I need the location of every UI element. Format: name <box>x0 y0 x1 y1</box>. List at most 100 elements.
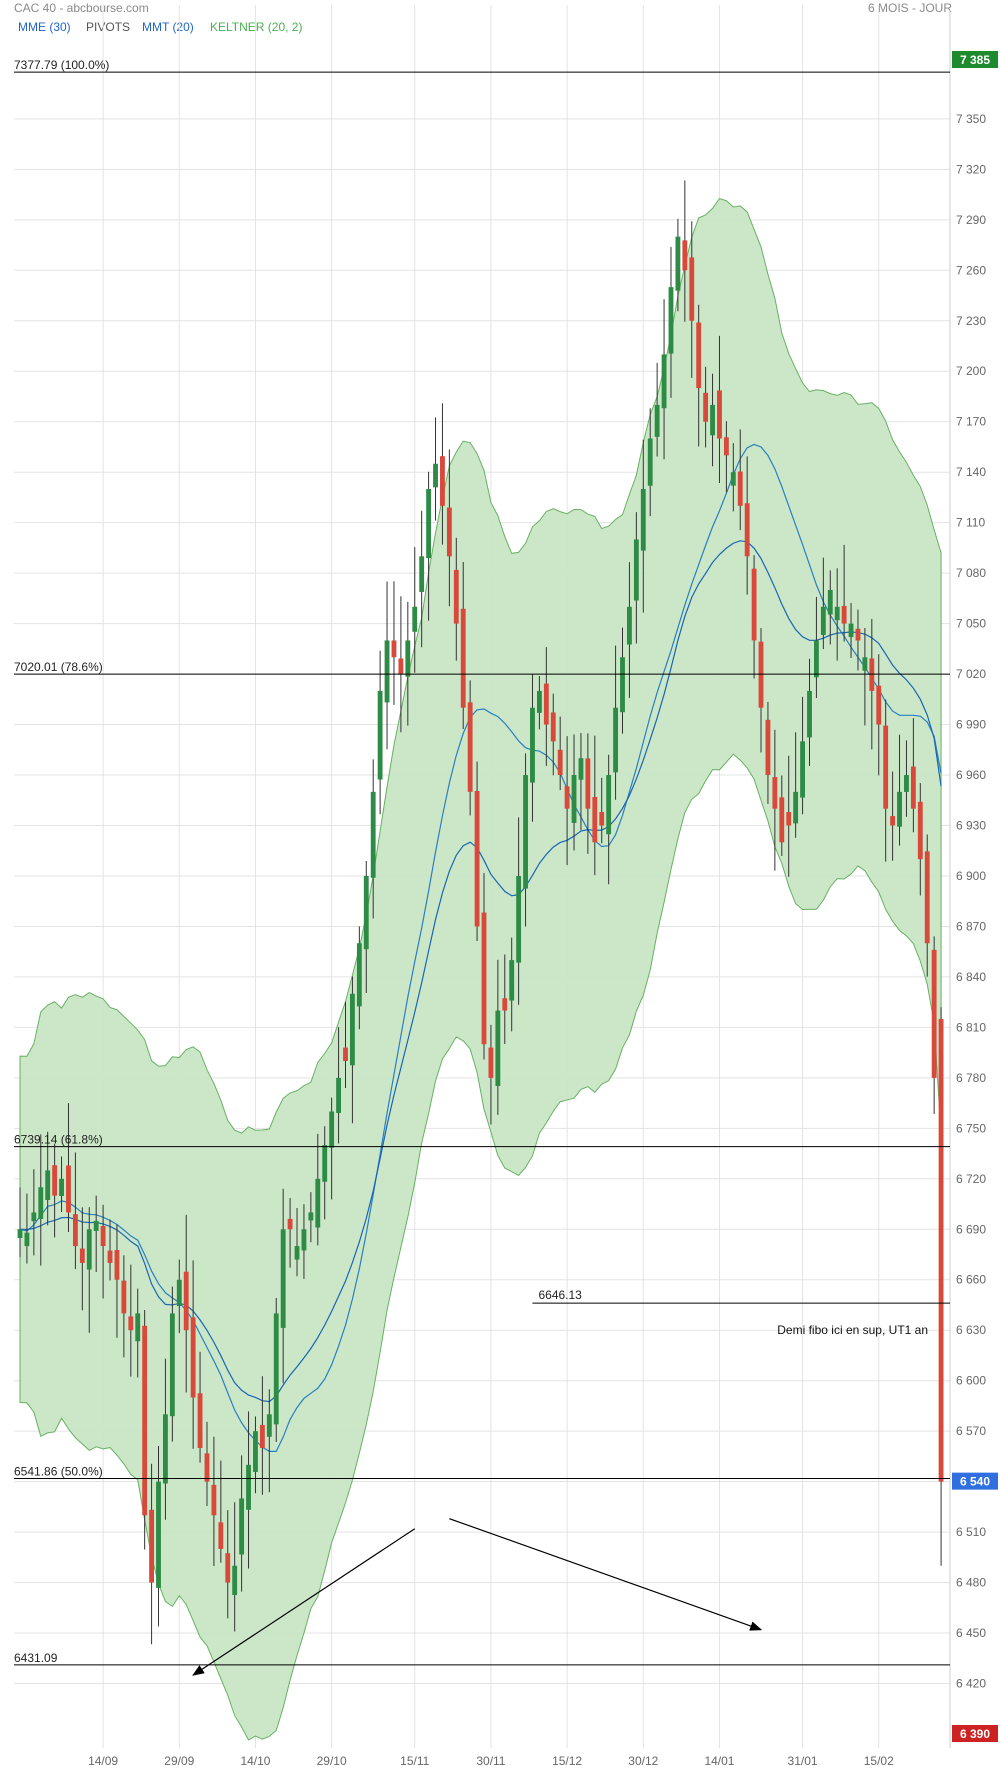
candle-body <box>86 1229 92 1270</box>
price-axis: 6 420 6 450 6 480 6 510 6 540 6 570 6 600 6 630… <box>952 51 998 1742</box>
candle-body <box>654 404 660 437</box>
date-axis: 14/09 29/09 14/10 29/10 15/11 30/11 15/12 30/12… <box>88 1754 894 1768</box>
candle <box>440 403 445 545</box>
candle <box>786 755 792 877</box>
top-price-badge-bg <box>952 51 998 68</box>
candle <box>59 1156 64 1213</box>
y-tick-label: 6 960 <box>956 768 986 782</box>
candle-body <box>100 1226 106 1247</box>
candle <box>460 562 466 729</box>
y-tick-label: 6 840 <box>956 970 986 984</box>
candle-body <box>239 1498 245 1555</box>
period-label[interactable]: 6 MOIS - JOUR <box>867 1 952 15</box>
candle-body <box>938 1018 944 1482</box>
candle <box>689 221 695 378</box>
candle <box>142 1309 148 1550</box>
candle-body <box>363 875 369 950</box>
candle <box>225 1510 231 1619</box>
arrow <box>192 1528 416 1676</box>
candle-body <box>149 1509 155 1583</box>
candle <box>606 754 612 885</box>
indicator-keltner[interactable]: KELTNER (20, 2) <box>210 20 303 34</box>
indicator-mme[interactable]: MME (30) <box>18 20 71 34</box>
candle <box>52 1143 58 1238</box>
candle-body <box>163 1414 168 1484</box>
candle-body <box>460 608 466 708</box>
candle <box>751 555 757 679</box>
candle <box>253 1416 258 1494</box>
candle-body <box>633 539 639 601</box>
candle-body <box>66 1165 71 1213</box>
y-tick-label: 6 450 <box>956 1626 986 1640</box>
y-tick-label: 6 870 <box>956 919 986 933</box>
candle <box>869 618 875 750</box>
candle-body <box>329 1111 335 1148</box>
bottom-price-badge-bg <box>952 1725 998 1742</box>
candle-body <box>813 640 819 678</box>
candle <box>287 1198 293 1268</box>
candle <box>910 718 916 833</box>
y-tick-label: 6 720 <box>956 1172 986 1186</box>
candle <box>502 954 508 1044</box>
candle-body <box>426 489 432 559</box>
candle <box>516 817 522 1005</box>
candle-body <box>190 1317 196 1398</box>
candle-body <box>717 390 722 439</box>
candle <box>661 299 667 460</box>
candle <box>758 628 764 753</box>
candle-body <box>848 623 854 638</box>
candle-body <box>807 690 812 738</box>
candle <box>190 1260 196 1449</box>
candle-body <box>730 472 736 486</box>
candle <box>633 512 639 644</box>
level-label: 7377.79 (100.0%) <box>14 58 109 72</box>
candle <box>405 601 411 726</box>
candle-body <box>259 1424 265 1448</box>
candle <box>620 627 625 734</box>
candle-body <box>440 456 445 506</box>
candle <box>45 1131 51 1226</box>
candles <box>17 180 944 1645</box>
candle <box>329 1097 335 1200</box>
candle <box>640 439 646 613</box>
candle <box>668 247 674 398</box>
support-label: 6646.13 <box>538 1288 582 1302</box>
candle <box>931 936 937 1115</box>
y-tick-label: 6 750 <box>956 1121 986 1135</box>
candle-body <box>793 791 799 824</box>
candle <box>841 544 847 642</box>
candle <box>917 783 923 896</box>
candle <box>730 443 736 512</box>
candle <box>149 1463 155 1645</box>
candle-body <box>862 657 868 671</box>
candle-body <box>391 640 397 658</box>
candle-body <box>183 1271 189 1331</box>
candle-body <box>419 556 425 592</box>
candle-body <box>370 791 376 878</box>
mmt-line <box>19 443 942 1452</box>
y-tick-label: 7 230 <box>956 314 986 328</box>
candle-body <box>356 943 362 1007</box>
candle-body <box>904 775 909 792</box>
candle <box>813 596 819 699</box>
candle <box>564 736 570 866</box>
candle <box>363 861 369 993</box>
candle-body <box>841 605 847 624</box>
candle <box>93 1195 99 1272</box>
candle-body <box>24 1232 30 1247</box>
candle-body <box>931 949 937 1078</box>
candle-body <box>93 1220 99 1231</box>
candle <box>86 1207 92 1333</box>
candle-body <box>723 437 729 456</box>
candle-body <box>266 1414 272 1437</box>
indicator-pivots[interactable]: PIVOTS <box>86 20 131 34</box>
candle <box>79 1207 85 1311</box>
candle <box>176 1259 182 1334</box>
candle-body <box>917 801 923 860</box>
candle-body <box>156 1481 161 1588</box>
candle <box>315 1133 321 1246</box>
indicator-mmt[interactable]: MMT (20) <box>142 20 194 34</box>
y-tick-label: 6 990 <box>956 718 986 732</box>
y-tick-label: 7 290 <box>956 213 986 227</box>
